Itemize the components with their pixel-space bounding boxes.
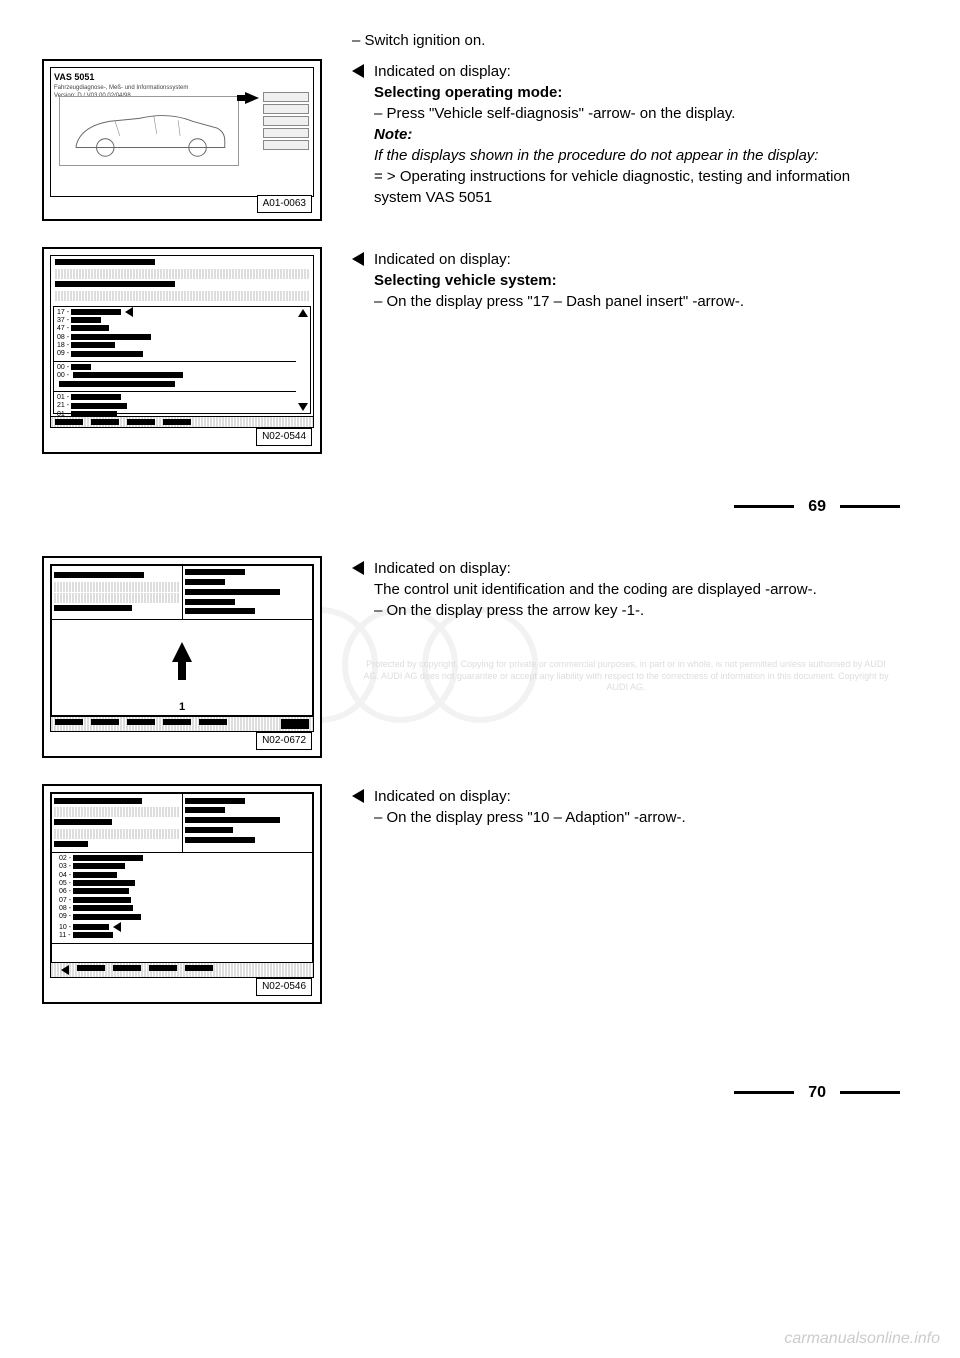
figure-label: N02-0546	[256, 978, 312, 996]
arrow-number: 1	[52, 700, 312, 715]
big-arrow-up-icon	[172, 642, 192, 662]
press-17-text: – On the display press "17 – Dash panel …	[374, 291, 900, 312]
page-content: – Switch ignition on. VAS 5051 Fahrzeugd…	[0, 0, 960, 1132]
vas-title: VAS 5051	[54, 71, 310, 84]
vas-side-buttons	[263, 92, 309, 152]
back-arrow-icon	[57, 965, 69, 975]
page-number: 70	[808, 1082, 826, 1104]
note-text: If the displays shown in the procedure d…	[374, 145, 900, 166]
indicated-text: Indicated on display:	[374, 61, 900, 82]
press-vehicle-text: – Press "Vehicle self-diagnosis" -arrow-…	[374, 103, 900, 124]
selecting-vehicle-heading: Selecting vehicle system:	[374, 270, 900, 291]
indicator-arrow-icon	[352, 64, 364, 78]
note-label: Note:	[374, 124, 900, 145]
page-number-marker: 70	[42, 1082, 900, 1104]
figure-menu-4: 02 - 03 - 04 - 05 - 06 - 07 - 08 - 09 - …	[42, 784, 322, 1003]
indicator-arrow-icon	[352, 789, 364, 803]
figure-menu-3: 1 N02-0672	[42, 556, 322, 758]
footer-watermark: carmanualsonline.info	[784, 1328, 940, 1350]
indicated-text: Indicated on display:	[374, 249, 900, 270]
press-10-text: – On the display press "10 – Adaption" -…	[374, 807, 900, 828]
vas-subtitle: Fahrzeugdiagnose-, Meß- und Informations…	[54, 84, 310, 92]
selecting-mode-heading: Selecting operating mode:	[374, 82, 900, 103]
operating-instructions-text: = > Operating instructions for vehicle d…	[374, 166, 900, 208]
indicated-text: Indicated on display:	[374, 558, 900, 579]
scroll-up-icon	[298, 309, 308, 317]
figure-vas5051: VAS 5051 Fahrzeugdiagnose-, Meß- und Inf…	[42, 59, 322, 221]
car-illustration	[59, 96, 239, 166]
page-number-marker: 69	[42, 496, 900, 518]
step-text: – Switch ignition on.	[352, 30, 900, 51]
figure-label: N02-0672	[256, 732, 312, 750]
vas-arrow-icon	[245, 92, 259, 104]
selection-arrow-icon	[125, 307, 133, 317]
figure-label: N02-0544	[256, 428, 312, 446]
indicator-arrow-icon	[352, 561, 364, 575]
cursor-arrow-icon	[281, 719, 309, 729]
selection-arrow-icon	[113, 922, 121, 932]
page-number: 69	[808, 496, 826, 518]
figure-menu-2: 17 - 37 - 47 - 08 - 18 - 09 - 00 - 00 - …	[42, 247, 322, 454]
control-unit-text: The control unit identification and the …	[374, 579, 900, 600]
copyright-watermark: Protected by copyright. Copying for priv…	[352, 659, 900, 694]
scroll-down-icon	[298, 403, 308, 411]
indicated-text: Indicated on display:	[374, 786, 900, 807]
press-arrow-1-text: – On the display press the arrow key -1-…	[374, 600, 900, 621]
indicator-arrow-icon	[352, 252, 364, 266]
figure-label: A01-0063	[257, 195, 312, 213]
